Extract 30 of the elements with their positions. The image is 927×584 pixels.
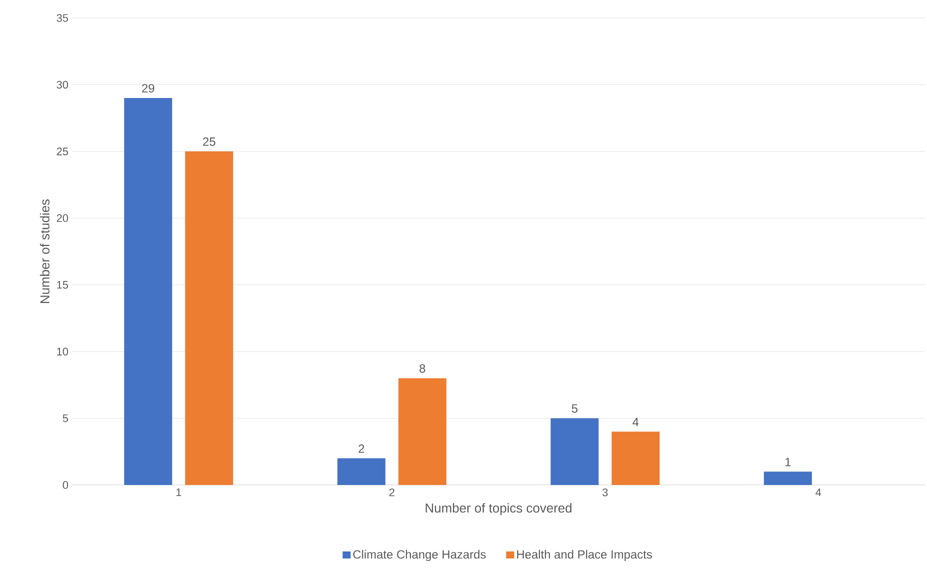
y-tick-label: 0: [62, 481, 68, 489]
data-label: 8: [420, 364, 426, 373]
y-axis-title: Number of studies: [40, 199, 50, 303]
bar: [337, 458, 386, 485]
x-axis-title: Number of topics covered: [426, 503, 572, 516]
bar: [764, 472, 812, 485]
legend-label: Health and Place Impacts: [517, 550, 652, 562]
y-tick-label: 15: [57, 281, 68, 289]
data-label: 4: [632, 418, 639, 426]
x-tick-label: 4: [816, 488, 822, 496]
bar: [550, 418, 599, 485]
y-tick-label: 30: [56, 80, 68, 89]
data-label: 2: [358, 444, 364, 453]
y-tick-label: 20: [56, 214, 68, 222]
data-label: 29: [142, 84, 154, 93]
legend-label: Climate Change Hazards: [353, 550, 486, 562]
y-tick-label: 35: [56, 14, 68, 22]
data-label: 5: [572, 404, 578, 413]
bar: [612, 432, 660, 485]
bar: [398, 378, 446, 485]
data-label: 25: [203, 137, 216, 146]
x-tick-label: 3: [602, 488, 608, 496]
x-tick-label: 1: [176, 488, 182, 496]
bar: [124, 98, 172, 485]
bar: [185, 151, 234, 485]
x-tick-label: 2: [389, 488, 394, 496]
y-tick-label: 5: [62, 414, 68, 422]
data-label: 1: [785, 458, 791, 466]
y-tick-label: 25: [56, 148, 68, 156]
y-tick-label: 10: [57, 348, 68, 356]
